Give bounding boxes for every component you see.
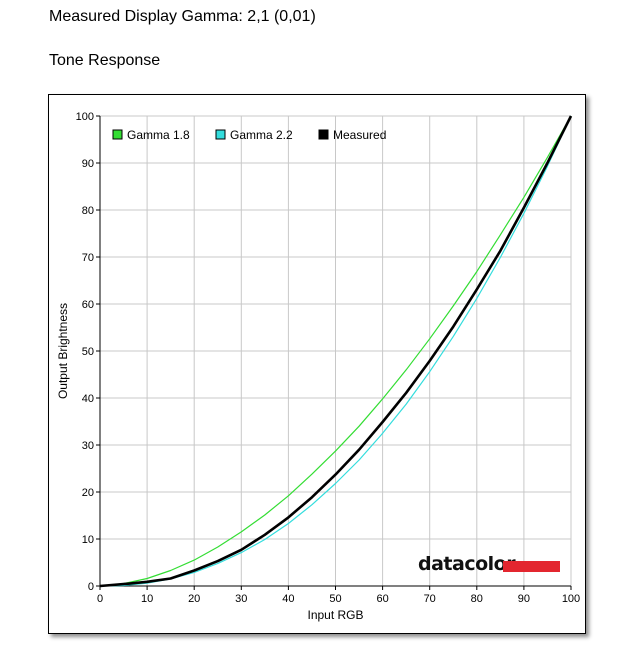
datacolor-logo: datacolor bbox=[418, 553, 560, 575]
y-tick-label: 80 bbox=[82, 205, 94, 217]
y-tick-label: 0 bbox=[88, 581, 94, 593]
legend-label: Gamma 2.2 bbox=[230, 128, 293, 142]
tone-response-chart: 0 10 20 30 40 50 60 70 80 90 100 0 10 20 30 40 50 60 70 80… bbox=[48, 94, 586, 634]
y-tick-label: 70 bbox=[82, 252, 94, 264]
x-tick-label: 50 bbox=[329, 593, 341, 605]
y-tick-label: 10 bbox=[82, 534, 94, 546]
x-tick-label: 80 bbox=[471, 593, 483, 605]
x-tick-label: 0 bbox=[97, 593, 103, 605]
y-axis-ticks: 0 10 20 30 40 50 60 70 80 90 100 bbox=[76, 111, 100, 593]
y-tick-label: 40 bbox=[82, 393, 94, 405]
legend-swatch bbox=[215, 129, 226, 140]
x-tick-label: 20 bbox=[188, 593, 200, 605]
y-tick-label: 60 bbox=[82, 299, 94, 311]
tone-response-title: Tone Response bbox=[49, 52, 161, 69]
measured-gamma-heading: Measured Display Gamma: 2,1 (0,01) bbox=[49, 8, 316, 25]
y-tick-label: 50 bbox=[82, 346, 94, 358]
y-axis-title: Output Brightness bbox=[56, 303, 70, 399]
chart-grid bbox=[99, 115, 572, 587]
series-line-gamma-1-8 bbox=[99, 115, 572, 587]
datacolor-logo-text: datacolor bbox=[418, 553, 516, 575]
x-tick-label: 30 bbox=[235, 593, 247, 605]
x-axis-title: Input RGB bbox=[307, 608, 363, 622]
x-tick-label: 10 bbox=[141, 593, 153, 605]
x-tick-label: 60 bbox=[376, 593, 388, 605]
x-tick-label: 70 bbox=[424, 593, 436, 605]
legend-swatch bbox=[318, 129, 329, 140]
x-tick-label: 40 bbox=[282, 593, 294, 605]
chart-canvas: 0 10 20 30 40 50 60 70 80 90 100 0 10 20 30 40 50 60 70 80… bbox=[56, 111, 580, 622]
y-tick-label: 20 bbox=[82, 487, 94, 499]
chart-series bbox=[99, 115, 573, 588]
y-tick-label: 30 bbox=[82, 440, 94, 452]
legend-swatch bbox=[112, 129, 123, 140]
legend-label: Measured bbox=[333, 128, 386, 142]
x-tick-label: 90 bbox=[518, 593, 530, 605]
chart-legend: Gamma 1.8 Gamma 2.2 Measured bbox=[112, 128, 386, 142]
y-tick-label: 90 bbox=[82, 158, 94, 170]
x-tick-label: 100 bbox=[562, 593, 580, 605]
series-line-measured bbox=[99, 115, 573, 588]
x-axis-ticks: 0 10 20 30 40 50 60 70 80 90 100 bbox=[97, 586, 580, 605]
y-tick-label: 100 bbox=[76, 111, 94, 123]
datacolor-logo-bar bbox=[503, 561, 560, 572]
legend-label: Gamma 1.8 bbox=[127, 128, 190, 142]
